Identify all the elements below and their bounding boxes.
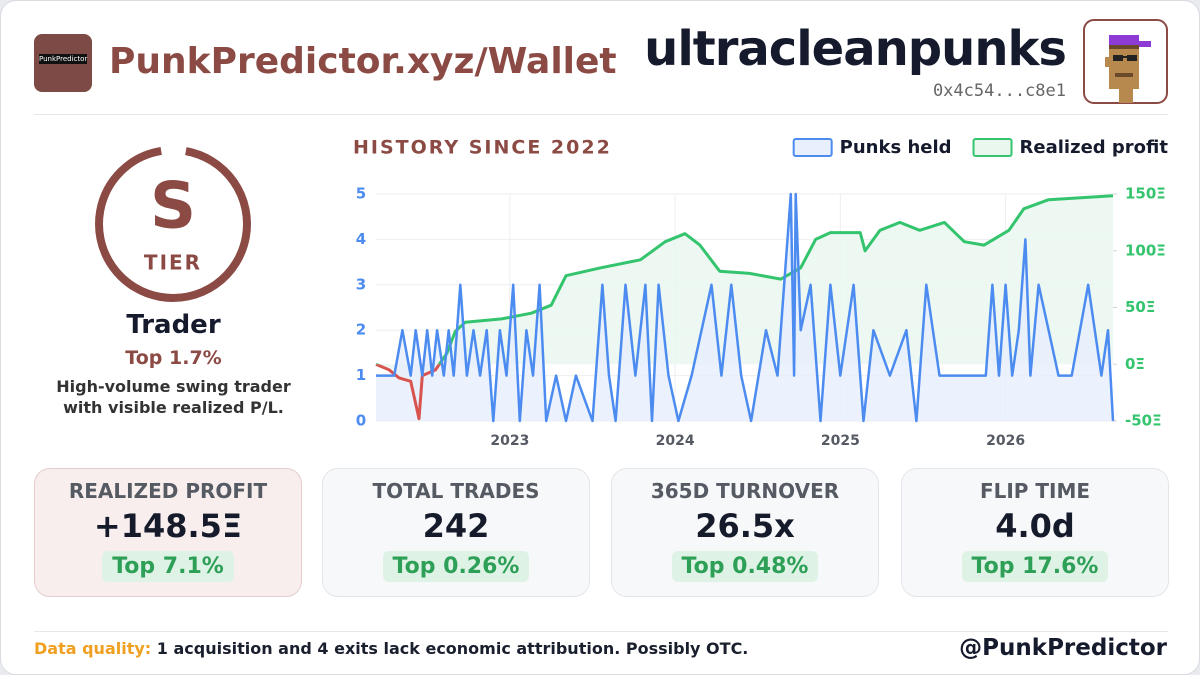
y2-tick-label: 0Ξ [1125,355,1145,373]
stat-label: TOTAL TRADES [372,479,540,503]
archetype: Trader [126,310,221,340]
logo-text: PunkPredictor [39,54,88,64]
wallet-address: 0x4c54...c8e1 [932,81,1066,101]
stat-rank: Top 0.48% [671,551,819,582]
note-label: Data quality: [34,639,152,658]
y-tick-label: 4 [356,230,366,248]
stat-value: 26.5x [695,507,795,545]
stat-rank: Top 17.6% [961,551,1109,582]
divider [34,631,1168,632]
series-line-negative [375,364,442,421]
divider [34,114,1168,115]
note-text: 1 acquisition and 4 exits lack economic … [156,639,749,658]
stat-card: FLIP TIME 4.0d Top 17.6% [901,468,1169,597]
tier-label: TIER [144,251,202,275]
stat-label: REALIZED PROFIT [68,479,268,503]
wallet-name: ultracleanpunks [644,21,1067,77]
y2-tick-label: 50Ξ [1125,298,1155,316]
legend-swatch [792,138,833,157]
stat-value: +148.5Ξ [93,507,243,545]
stat-value: 242 [422,507,490,545]
series-line [376,192,1115,423]
y2-tick-label: 150Ξ [1125,185,1166,203]
stat-rank: Top 0.26% [382,551,530,582]
legend-swatch [972,138,1013,157]
y-tick-label: 3 [356,275,366,293]
chart-title: HISTORY SINCE 2022 [353,137,612,159]
tier-description: High-volume swing trader with visible re… [56,377,291,417]
brand: PunkPredictor.xyz/Wallet [109,41,617,82]
avatar [1083,19,1168,104]
legend-label: Punks held [840,137,952,158]
y-tick-label: 2 [356,321,366,339]
y2-tick-label: 100Ξ [1125,241,1166,259]
tier-rank: Top 1.7% [125,347,222,369]
stat-label: FLIP TIME [979,479,1091,503]
stat-card: REALIZED PROFIT +148.5Ξ Top 7.1% [34,468,302,597]
stat-value: 4.0d [995,507,1075,545]
stat-label: 365D TURNOVER [650,479,840,503]
y-tick-label: 1 [356,366,366,384]
stat-card: TOTAL TRADES 242 Top 0.26% [322,468,590,597]
y2-tick-label: -50Ξ [1125,412,1162,430]
tier-badge: S TIER [95,146,251,302]
y-tick-label: 5 [356,185,366,203]
stat-rank: Top 7.1% [102,551,234,582]
x-tick-label: 2026 [986,433,1025,449]
series-area [376,194,1113,421]
tier-grade: S [150,170,196,244]
footer-note: Data quality: 1 acquisition and 4 exits … [34,639,748,658]
logo: PunkPredictor [34,34,92,92]
x-tick-label: 2024 [656,433,695,449]
history-chart: HISTORY SINCE 2022 2023 2024 2025 2026 0 1 2 3 4… [353,137,1169,450]
x-tick-label: 2025 [821,433,860,449]
legend-label: Realized profit [1020,137,1169,158]
y-tick-label: 0 [356,412,366,430]
handle: @PunkPredictor [959,635,1167,661]
series-line [376,194,1114,365]
x-tick-label: 2023 [490,433,529,449]
stat-card: 365D TURNOVER 26.5x Top 0.48% [611,468,879,597]
